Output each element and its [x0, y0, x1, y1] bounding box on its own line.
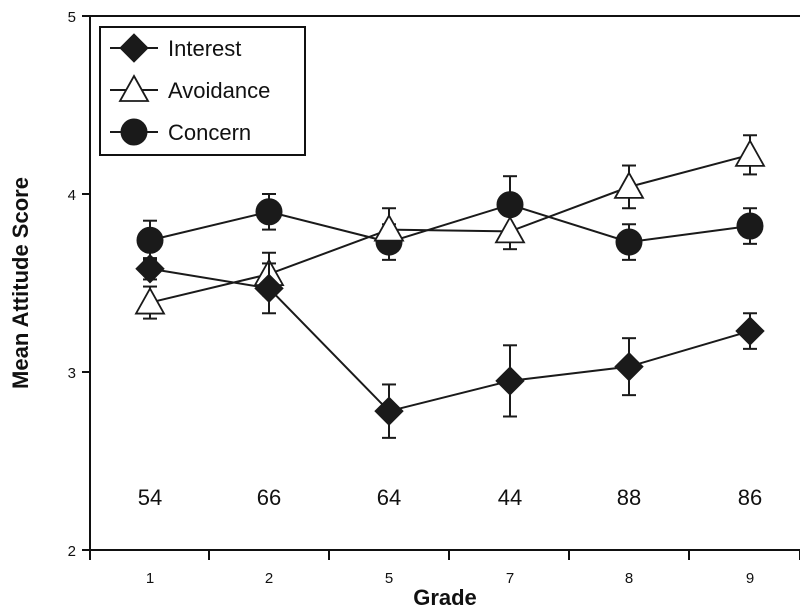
legend-label: Interest: [168, 36, 241, 61]
legend-label: Concern: [168, 120, 251, 145]
data-point: [254, 273, 284, 304]
sample-size-labels: 54 66 64 44 88 86: [138, 485, 762, 510]
x-tick-label: 8: [625, 570, 633, 587]
sample-size-label: 64: [377, 485, 401, 510]
x-axis-title: Grade: [413, 585, 477, 610]
data-point: [373, 213, 405, 242]
x-tick-label: 7: [506, 570, 514, 587]
data-point: [255, 198, 283, 226]
legend-marker: [118, 74, 150, 102]
data-point: [613, 171, 645, 199]
sample-size-label: 88: [617, 485, 641, 510]
y-tick-label: 2: [68, 543, 76, 560]
data-point: [735, 316, 765, 346]
x-tick-label: 2: [265, 570, 273, 587]
y-tick-label: 4: [68, 187, 76, 204]
data-point: [734, 138, 766, 167]
data-point: [136, 226, 164, 254]
series-line: [149, 153, 751, 304]
x-tick-label: 5: [385, 570, 393, 587]
series-filled-circle: [136, 175, 764, 261]
data-point: [374, 396, 404, 426]
data-point: [495, 366, 525, 396]
series-filled-diamond: [135, 254, 765, 439]
data-point: [614, 351, 644, 382]
x-tick-label: 9: [746, 570, 754, 587]
data-point: [494, 215, 526, 244]
series-layer: [134, 134, 766, 439]
series-open-triangle: [134, 134, 766, 320]
x-tick-label: 1: [146, 570, 154, 587]
sample-size-label: 54: [138, 485, 162, 510]
y-tick-label: 3: [68, 365, 76, 382]
y-ticks: 2 3 4 5: [68, 9, 90, 560]
legend-marker: [120, 118, 148, 146]
data-point: [135, 254, 165, 284]
y-tick-label: 5: [68, 9, 76, 26]
legend-marker: [119, 33, 149, 63]
data-point: [615, 228, 643, 256]
sample-size-label: 44: [498, 485, 522, 510]
x-ticks: 1 2 5 7 8 9: [89, 550, 800, 587]
series-line: [149, 267, 751, 413]
series-line: [149, 203, 751, 244]
data-point: [134, 286, 166, 315]
legend-label: Avoidance: [168, 78, 270, 103]
sample-size-label: 86: [738, 485, 762, 510]
sample-size-label: 66: [257, 485, 281, 510]
data-point: [736, 212, 764, 240]
y-axis-title: Mean Attitude Score: [8, 177, 33, 389]
legend: Interest Avoidance Concern: [99, 26, 306, 156]
